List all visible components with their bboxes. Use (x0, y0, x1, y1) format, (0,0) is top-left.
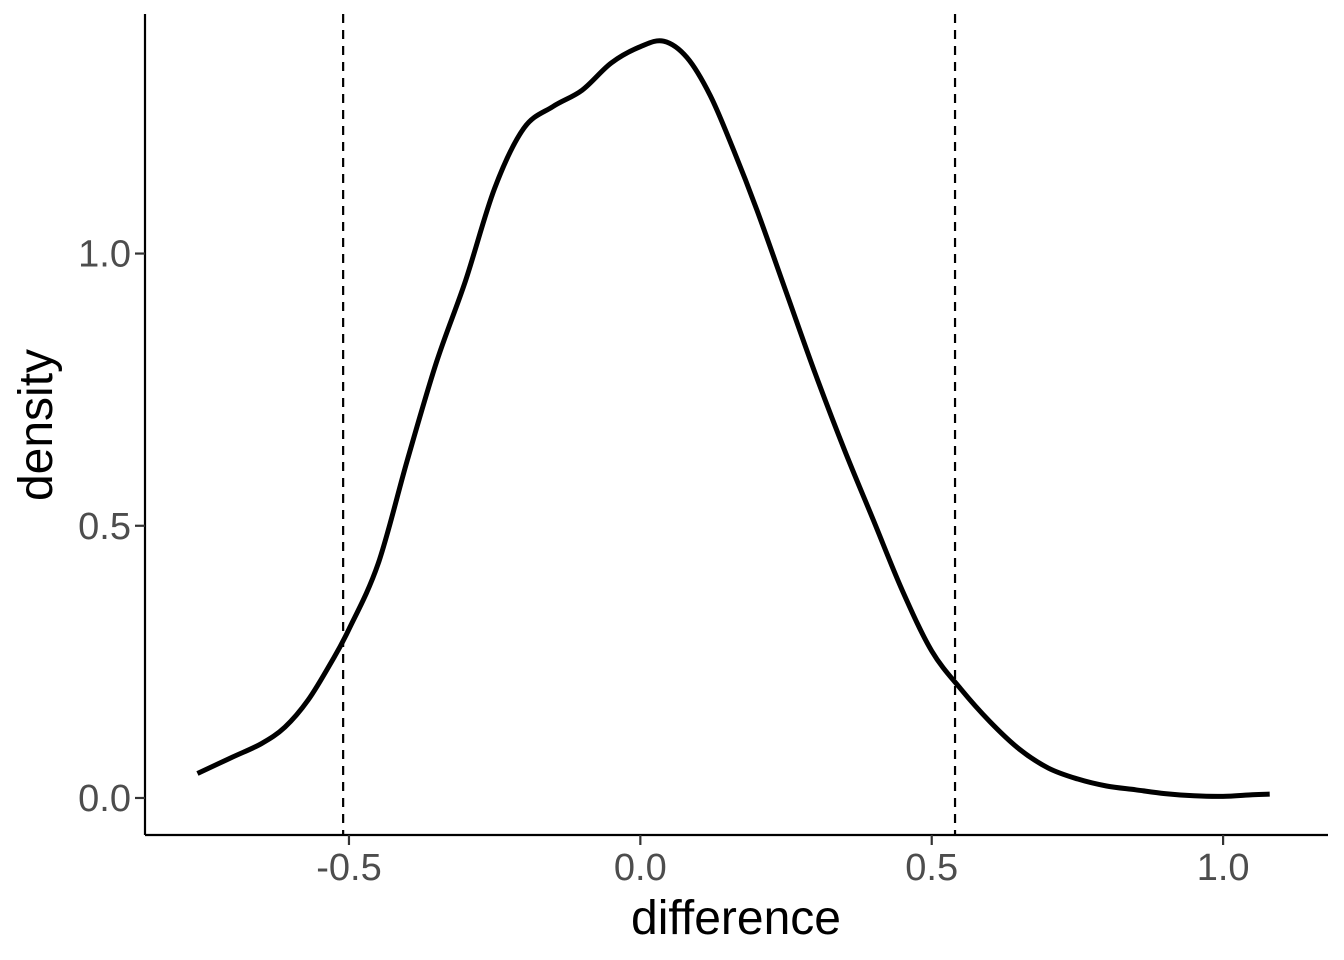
axis-ticks: -0.5 0.0 0.5 1.0 0.0 0.5 1.0 (78, 234, 1249, 889)
y-axis-title: density (10, 349, 63, 501)
vertical-reference-lines (342, 14, 957, 835)
x-tick-label: 1.0 (1197, 847, 1250, 889)
x-tick-label: -0.5 (316, 847, 381, 889)
y-tick-label: 1.0 (78, 234, 131, 276)
y-tick-label: 0.5 (78, 506, 131, 548)
density-curve-layer (196, 38, 1270, 799)
y-tick-label: 0.0 (78, 778, 131, 820)
x-axis-title: difference (631, 892, 841, 945)
density-curve-1 (196, 38, 1270, 799)
x-tick-label: 0.5 (905, 847, 958, 889)
axes (143, 14, 1328, 837)
x-tick-label: 0.0 (614, 847, 667, 889)
